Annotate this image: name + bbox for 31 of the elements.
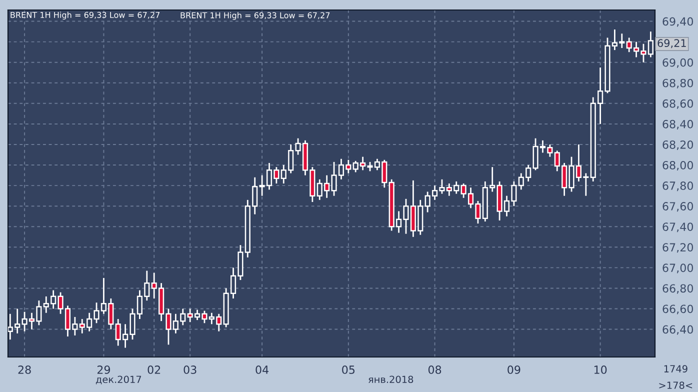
y-tick-label: 69,00 <box>662 58 694 68</box>
y-tick-label: 66,80 <box>662 284 694 294</box>
y-tick-label: 67,40 <box>662 222 694 232</box>
x-tick-label: 09 <box>508 366 520 374</box>
y-tick-label: 67,20 <box>662 243 694 253</box>
y-tick-label: 66,60 <box>662 304 694 314</box>
y-tick-label: 68,80 <box>662 78 694 88</box>
y-tick-label: 67,60 <box>662 202 694 212</box>
chart-title: BRENT 1H High = 69,33 Low = 67,27 <box>10 12 160 20</box>
text: дек.2017 <box>96 376 142 384</box>
x-tick-label: 08 <box>428 366 442 374</box>
y-tick-label: 68,60 <box>662 99 694 109</box>
text: 69,21 <box>658 39 686 48</box>
y-tick-label: 67,00 <box>662 264 694 274</box>
x-tick-label: 02 <box>148 366 160 374</box>
y-tick-label: 69,40 <box>662 17 694 27</box>
text: янв.2018 <box>368 376 414 384</box>
y-tick-label: 68,20 <box>662 140 694 150</box>
y-tick-label: 66,40 <box>662 325 694 335</box>
y-tick-label: 68,40 <box>662 120 694 130</box>
x-tick-label: 28 <box>18 366 31 374</box>
x-tick-label: 03 <box>184 366 196 374</box>
x-tick-label: 04 <box>256 366 268 374</box>
x-tick-label: 29 <box>97 366 110 374</box>
annotation: BRENT 1H High = 69,33 Low = 67,27 <box>180 12 330 20</box>
y-tick-label: 67,80 <box>662 182 694 192</box>
x-tick-label: 05 <box>342 366 355 374</box>
text: 1749 <box>664 365 688 372</box>
text: >178< <box>659 382 692 389</box>
x-tick-label: 10 <box>594 366 607 374</box>
y-tick-label: 68,00 <box>662 160 694 171</box>
